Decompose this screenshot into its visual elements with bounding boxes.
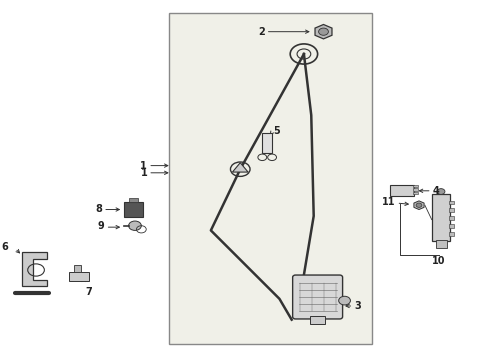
Bar bbox=[69, 272, 89, 281]
Bar bbox=[413, 185, 418, 187]
Circle shape bbox=[339, 296, 350, 305]
Bar bbox=[449, 201, 454, 204]
FancyBboxPatch shape bbox=[293, 275, 343, 319]
Bar bbox=[310, 316, 325, 324]
Polygon shape bbox=[315, 24, 332, 39]
Bar bbox=[390, 185, 414, 196]
Text: 5: 5 bbox=[273, 126, 280, 136]
Bar bbox=[449, 224, 454, 228]
Circle shape bbox=[318, 28, 328, 35]
Bar bbox=[129, 198, 138, 202]
Polygon shape bbox=[232, 163, 248, 172]
Text: 9: 9 bbox=[98, 221, 104, 231]
Text: 2: 2 bbox=[258, 27, 265, 37]
Circle shape bbox=[437, 189, 445, 194]
Bar bbox=[432, 194, 450, 241]
Text: 1: 1 bbox=[140, 161, 146, 171]
Text: 3: 3 bbox=[354, 301, 361, 311]
Text: 8: 8 bbox=[95, 204, 102, 214]
Text: 6: 6 bbox=[2, 242, 9, 252]
Text: 10: 10 bbox=[432, 256, 445, 266]
Polygon shape bbox=[23, 252, 47, 286]
Bar bbox=[449, 208, 454, 212]
Bar bbox=[262, 133, 272, 153]
Bar bbox=[74, 265, 81, 272]
Circle shape bbox=[128, 221, 141, 230]
Bar bbox=[124, 202, 143, 217]
Bar bbox=[449, 232, 454, 236]
Polygon shape bbox=[414, 201, 424, 210]
Text: 11: 11 bbox=[382, 197, 395, 207]
Text: 1: 1 bbox=[141, 168, 147, 178]
Bar bbox=[413, 188, 418, 191]
Bar bbox=[413, 192, 418, 194]
Text: 4: 4 bbox=[433, 186, 440, 196]
Circle shape bbox=[416, 203, 422, 207]
Bar bbox=[436, 240, 447, 248]
Text: 7: 7 bbox=[85, 287, 92, 297]
Bar bbox=[449, 216, 454, 220]
Bar bbox=[169, 13, 372, 344]
